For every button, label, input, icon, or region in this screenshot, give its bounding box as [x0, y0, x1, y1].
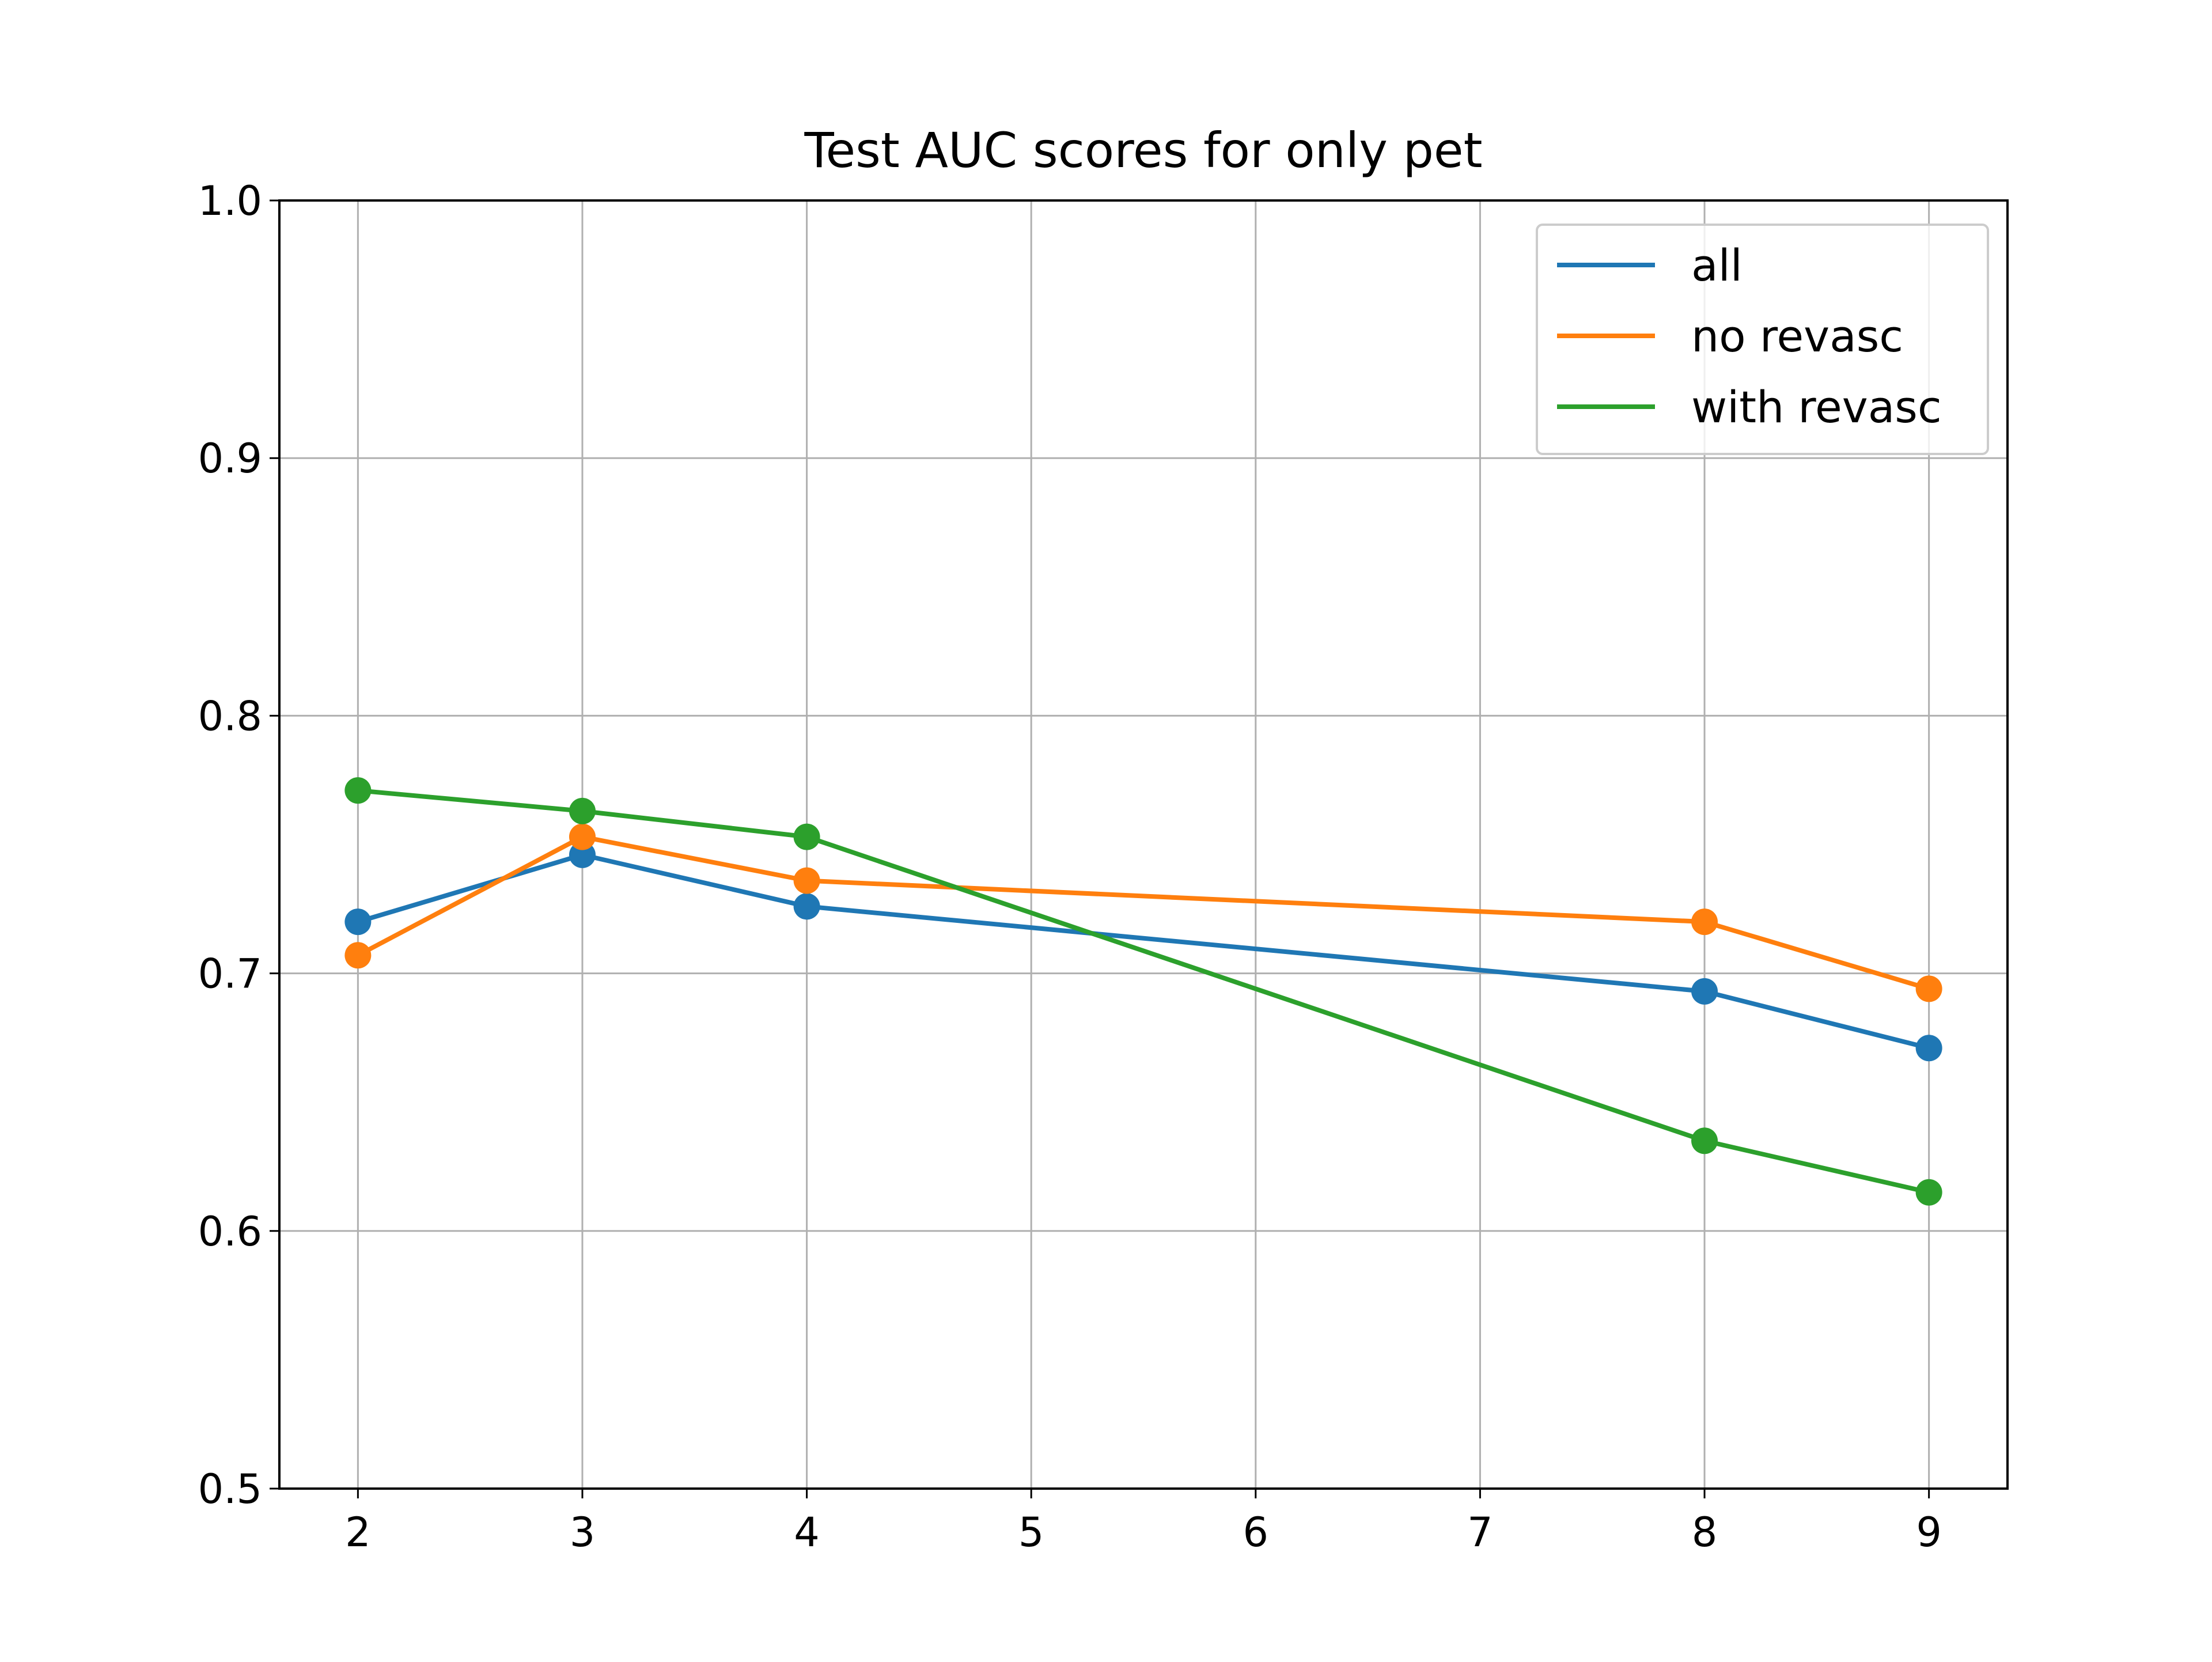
legend-label: all — [1691, 240, 1743, 291]
x-tick-label: 3 — [570, 1509, 596, 1556]
legend-label: no revasc — [1691, 311, 1903, 362]
x-tick-label: 2 — [345, 1509, 371, 1556]
data-point-with-revasc — [344, 777, 372, 804]
data-point-all — [1691, 978, 1718, 1005]
data-point-no-revasc — [344, 942, 372, 969]
series-with-revasc — [344, 777, 1942, 1206]
series-group — [344, 777, 1942, 1206]
y-tick-label: 0.7 — [198, 951, 262, 998]
data-point-all — [344, 908, 372, 936]
data-point-with-revasc — [1691, 1127, 1718, 1154]
y-tick-label: 0.9 — [198, 435, 262, 482]
data-point-with-revasc — [793, 823, 820, 850]
series-no-revasc — [344, 823, 1942, 1002]
x-tick-label: 4 — [794, 1509, 820, 1556]
data-point-no-revasc — [793, 867, 820, 894]
x-tick-label: 5 — [1018, 1509, 1044, 1556]
x-tick-label: 9 — [1916, 1509, 1942, 1556]
data-point-with-revasc — [1915, 1179, 1942, 1206]
data-point-all — [1915, 1035, 1942, 1062]
legend-box — [1536, 224, 1989, 455]
data-point-no-revasc — [1915, 975, 1942, 1002]
y-tick-label: 1.0 — [198, 177, 262, 225]
data-point-all — [793, 893, 820, 920]
plot-area-frame — [278, 199, 2009, 1490]
chart-title: Test AUC scores for only pet — [804, 122, 1482, 179]
x-tick-label: 6 — [1243, 1509, 1269, 1556]
y-tick-label: 0.6 — [198, 1208, 262, 1255]
y-tick-label: 0.8 — [198, 692, 262, 740]
y-tick-label: 0.5 — [198, 1466, 262, 1513]
axis-ticks: 2 3 4 5 6 7 8 9 0.5 0.6 0.7 0.8 0.9 1.0 — [198, 177, 1942, 1556]
legend-label: with revasc — [1691, 381, 1942, 433]
data-point-no-revasc — [1691, 908, 1718, 936]
data-point-no-revasc — [569, 823, 596, 850]
legend: all no revasc with revasc — [1536, 224, 1989, 455]
x-tick-label: 8 — [1692, 1509, 1718, 1556]
x-tick-label: 7 — [1467, 1509, 1493, 1556]
data-point-with-revasc — [569, 797, 596, 824]
